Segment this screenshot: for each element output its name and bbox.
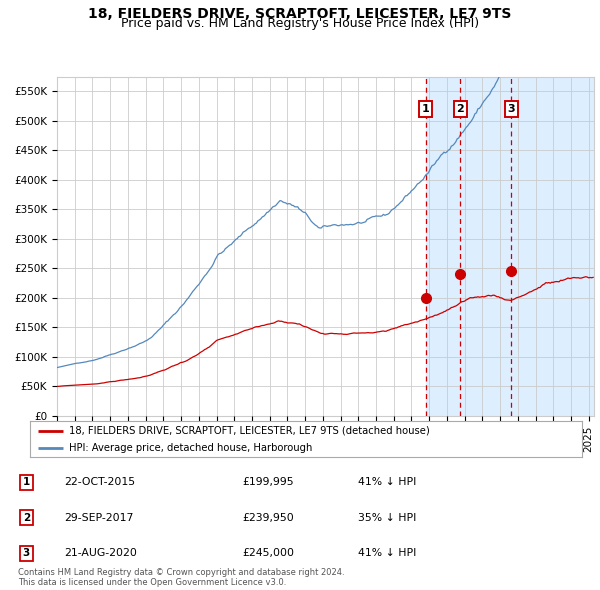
Text: 21-AUG-2020: 21-AUG-2020 — [64, 548, 137, 558]
Text: 2: 2 — [457, 104, 464, 114]
Text: 18, FIELDERS DRIVE, SCRAPTOFT, LEICESTER, LE7 9TS (detached house): 18, FIELDERS DRIVE, SCRAPTOFT, LEICESTER… — [68, 426, 430, 436]
Text: 3: 3 — [23, 548, 30, 558]
Text: 41% ↓ HPI: 41% ↓ HPI — [358, 477, 416, 487]
Bar — [426, 77, 600, 416]
Text: 41% ↓ HPI: 41% ↓ HPI — [358, 548, 416, 558]
Text: 35% ↓ HPI: 35% ↓ HPI — [358, 513, 416, 523]
Text: £239,950: £239,950 — [242, 513, 294, 523]
Text: 2: 2 — [23, 513, 30, 523]
Text: 1: 1 — [23, 477, 30, 487]
Text: 1: 1 — [422, 104, 430, 114]
Text: 22-OCT-2015: 22-OCT-2015 — [64, 477, 135, 487]
Text: £245,000: £245,000 — [242, 548, 295, 558]
Text: 18, FIELDERS DRIVE, SCRAPTOFT, LEICESTER, LE7 9TS: 18, FIELDERS DRIVE, SCRAPTOFT, LEICESTER… — [88, 7, 512, 21]
Text: HPI: Average price, detached house, Harborough: HPI: Average price, detached house, Harb… — [68, 443, 312, 453]
Text: 3: 3 — [508, 104, 515, 114]
Text: 29-SEP-2017: 29-SEP-2017 — [64, 513, 133, 523]
Text: £199,995: £199,995 — [242, 477, 294, 487]
Text: Price paid vs. HM Land Registry's House Price Index (HPI): Price paid vs. HM Land Registry's House … — [121, 17, 479, 30]
Text: Contains HM Land Registry data © Crown copyright and database right 2024.
This d: Contains HM Land Registry data © Crown c… — [18, 568, 344, 587]
